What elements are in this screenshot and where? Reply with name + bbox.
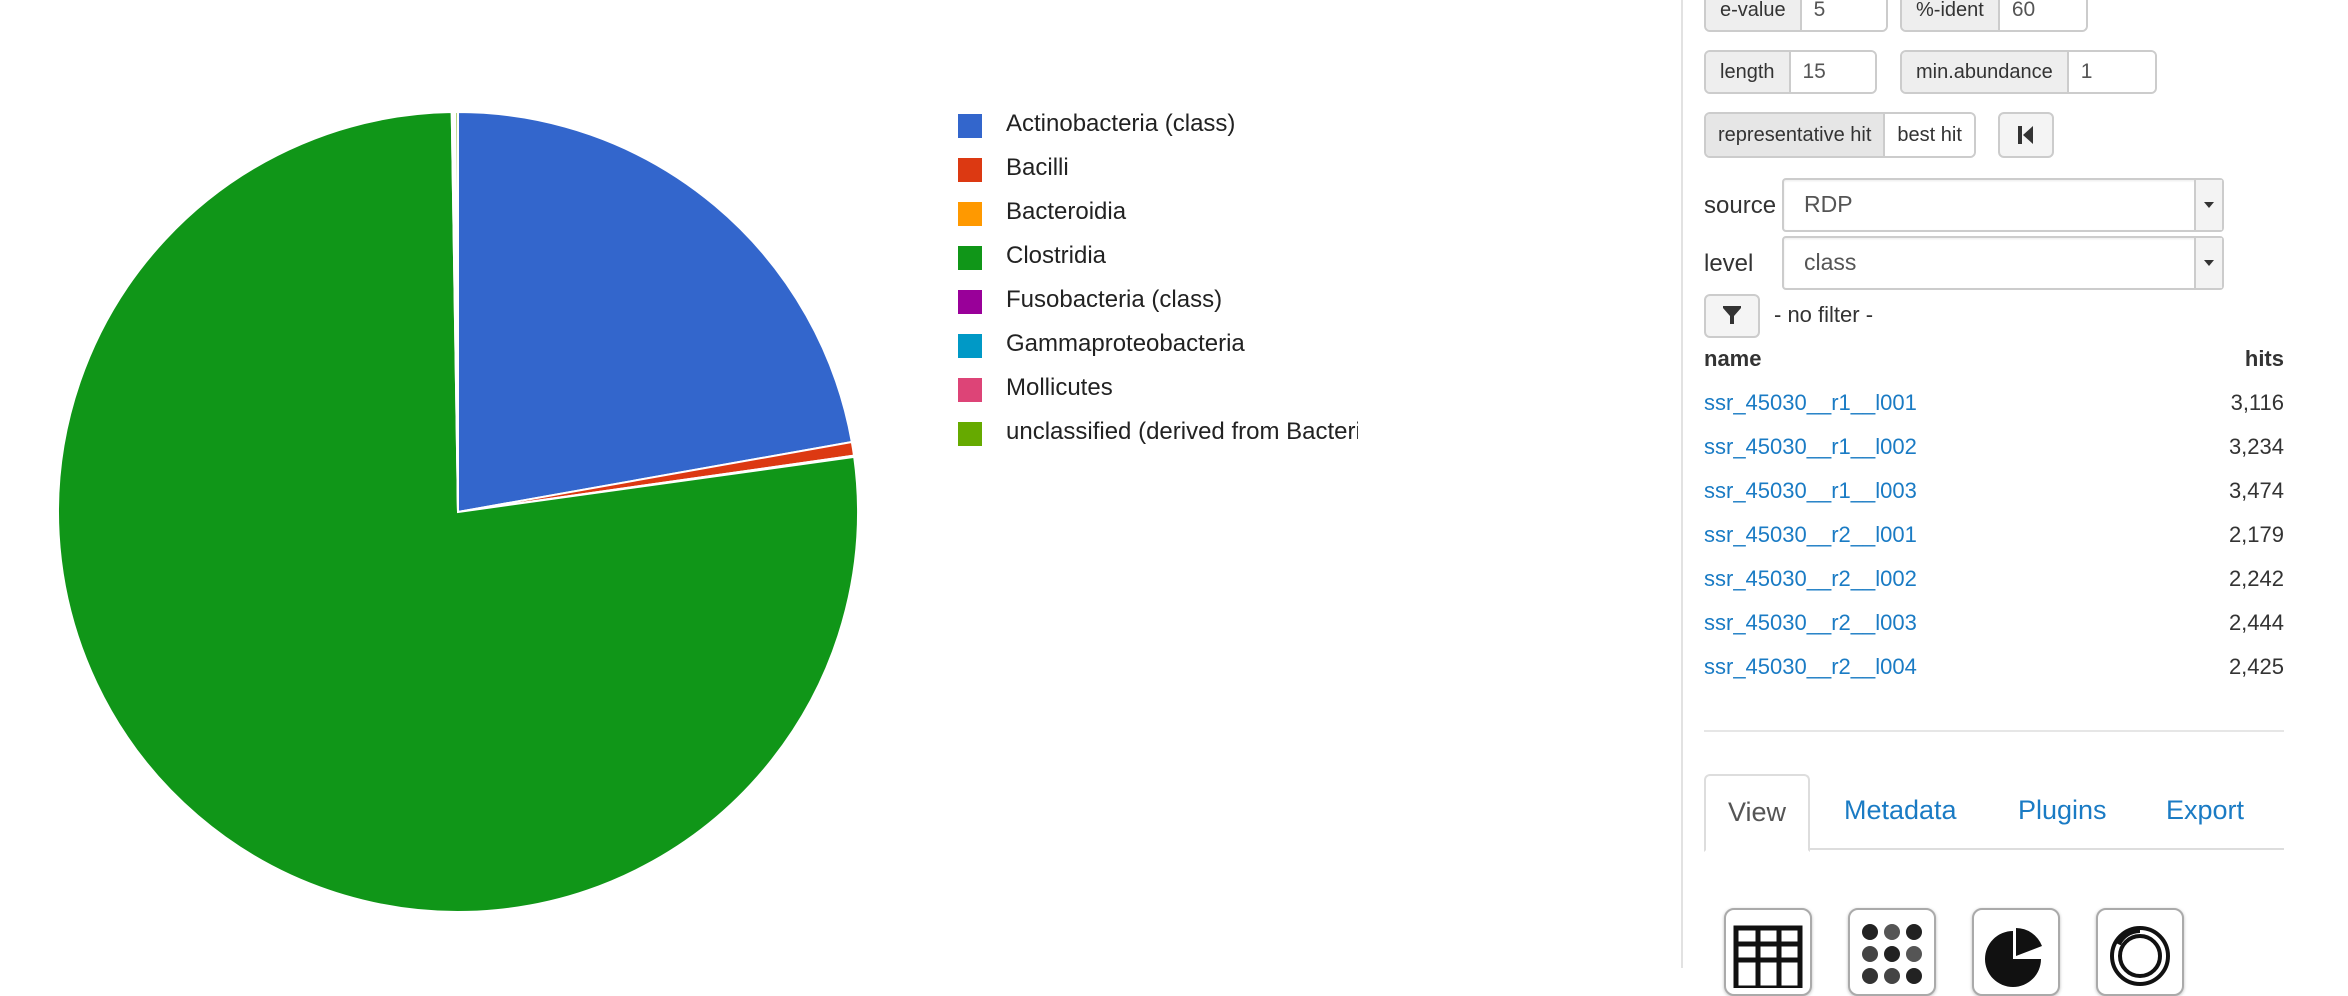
table-row: ssr_45030__r2__l002 2,242 bbox=[1704, 560, 2284, 604]
best-hit-button[interactable]: best hit bbox=[1885, 114, 1974, 156]
legend-swatch bbox=[958, 246, 982, 270]
sample-link[interactable]: ssr_45030__r2__l002 bbox=[1704, 566, 1917, 591]
evalue-input[interactable] bbox=[1801, 0, 1886, 30]
legend-item[interactable]: Gammaproteobacteria bbox=[958, 326, 1358, 370]
panel-divider bbox=[1681, 0, 1683, 968]
heatmap-icon bbox=[1862, 924, 1922, 984]
legend-item[interactable]: unclassified (derived from Bacteri bbox=[958, 414, 1358, 458]
table-view-button[interactable] bbox=[1724, 908, 1812, 996]
length-label: length bbox=[1706, 52, 1791, 92]
pie-slice-7[interactable] bbox=[454, 110, 459, 513]
filter-status: - no filter - bbox=[1774, 302, 1874, 327]
hit-count: 3,116 bbox=[2230, 390, 2284, 415]
level-label: level bbox=[1704, 250, 1754, 277]
table-row: ssr_45030__r2__l001 2,179 bbox=[1704, 516, 2284, 560]
level-value: class bbox=[1804, 249, 1857, 275]
legend-swatch bbox=[958, 378, 982, 402]
sample-list: ssr_45030__r1__l001 3,116 ssr_45030__r1__… bbox=[1704, 384, 2284, 692]
legend-label: unclassified (derived from Bacteri bbox=[1006, 418, 1358, 445]
legend-swatch bbox=[958, 158, 982, 182]
chevron-down-icon bbox=[2194, 238, 2222, 288]
min-abundance-label: min.abundance bbox=[1902, 52, 2069, 92]
level-select[interactable]: class bbox=[1782, 236, 2224, 290]
tab-plugins[interactable]: Plugins bbox=[2018, 795, 2107, 825]
hit-count: 2,179 bbox=[2228, 522, 2284, 547]
sample-link[interactable]: ssr_45030__r1__l001 bbox=[1704, 390, 1917, 415]
pie-chart-view-button[interactable] bbox=[1972, 908, 2060, 996]
legend-swatch bbox=[958, 202, 982, 226]
donut-chart-icon bbox=[2110, 926, 2170, 986]
table-row: ssr_45030__r2__l003 2,444 bbox=[1704, 604, 2284, 648]
pie-chart[interactable] bbox=[0, 0, 1400, 968]
chevron-down-icon bbox=[2194, 180, 2222, 230]
column-header-name[interactable]: name bbox=[1704, 346, 1762, 371]
min-abundance-input[interactable] bbox=[2068, 52, 2155, 92]
legend-item[interactable]: Bacilli bbox=[958, 150, 1358, 194]
chart-legend: Actinobacteria (class) Bacilli Bacteroid… bbox=[958, 106, 1358, 458]
length-field: length bbox=[1704, 50, 1877, 94]
skip-to-start-icon bbox=[2018, 126, 2033, 144]
filter-icon bbox=[1723, 306, 1741, 324]
table-row: ssr_45030__r2__l004 2,425 bbox=[1704, 648, 2284, 692]
legend-item[interactable]: Clostridia bbox=[958, 238, 1358, 282]
table-row: ssr_45030__r1__l001 3,116 bbox=[1704, 384, 2284, 428]
heatmap-view-button[interactable] bbox=[1848, 908, 1936, 996]
pie-slice-0[interactable] bbox=[457, 110, 853, 514]
ident-label: %-ident bbox=[1902, 0, 2000, 30]
sample-link[interactable]: ssr_45030__r1__l003 bbox=[1704, 478, 1917, 503]
tab-export[interactable]: Export bbox=[2166, 795, 2245, 825]
source-label: source bbox=[1704, 192, 1777, 219]
legend-item[interactable]: Mollicutes bbox=[958, 370, 1358, 414]
hit-count: 3,474 bbox=[2228, 478, 2284, 503]
donut-chart-view-button[interactable] bbox=[2096, 908, 2184, 996]
hit-count: 2,242 bbox=[2228, 566, 2284, 591]
hit-count: 2,444 bbox=[2228, 610, 2284, 635]
source-select[interactable]: RDP bbox=[1782, 178, 2224, 232]
legend-label: Fusobacteria (class) bbox=[1006, 286, 1223, 313]
table-icon bbox=[1733, 925, 1803, 988]
legend-label: Bacilli bbox=[1006, 154, 1069, 181]
legend-label: Actinobacteria (class) bbox=[1006, 110, 1236, 137]
tab-metadata[interactable]: Metadata bbox=[1844, 795, 1957, 825]
legend-item[interactable]: Bacteroidia bbox=[958, 194, 1358, 238]
legend-item[interactable]: Actinobacteria (class) bbox=[958, 106, 1358, 150]
pie-chart-area: Actinobacteria (class) Bacilli Bacteroid… bbox=[0, 0, 1400, 968]
sample-link[interactable]: ssr_45030__r2__l003 bbox=[1704, 610, 1917, 635]
evalue-field: e-value bbox=[1704, 0, 1888, 32]
legend-swatch bbox=[958, 290, 982, 314]
table-row: ssr_45030__r1__l002 3,234 bbox=[1704, 428, 2284, 472]
hit-type-toggle: representative hit best hit bbox=[1704, 112, 1976, 158]
legend-swatch bbox=[958, 422, 982, 446]
divider bbox=[1704, 730, 2284, 732]
pie-chart-icon bbox=[1985, 928, 2042, 987]
representative-hit-button[interactable]: representative hit bbox=[1706, 114, 1886, 156]
control-panel: e-value %-ident length min.abundance rep… bbox=[1704, 0, 2288, 996]
min-abundance-field: min.abundance bbox=[1900, 50, 2157, 94]
ident-input[interactable] bbox=[1999, 0, 2086, 30]
table-row: ssr_45030__r1__l003 3,474 bbox=[1704, 472, 2284, 516]
ident-field: %-ident bbox=[1900, 0, 2088, 32]
sample-link[interactable]: ssr_45030__r2__l004 bbox=[1704, 654, 1917, 679]
legend-label: Gammaproteobacteria bbox=[1006, 330, 1245, 357]
tab-bar: View Metadata Plugins Export bbox=[1704, 774, 2284, 852]
filter-button[interactable] bbox=[1704, 294, 1760, 338]
hit-count: 3,234 bbox=[2228, 434, 2284, 459]
sample-link[interactable]: ssr_45030__r1__l002 bbox=[1704, 434, 1917, 459]
legend-label: Bacteroidia bbox=[1006, 198, 1127, 225]
evalue-label: e-value bbox=[1706, 0, 1802, 30]
length-input[interactable] bbox=[1790, 52, 1875, 92]
tab-view[interactable]: View bbox=[1704, 774, 1811, 852]
legend-swatch bbox=[958, 334, 982, 358]
legend-label: Mollicutes bbox=[1006, 374, 1113, 401]
legend-label: Clostridia bbox=[1006, 242, 1107, 269]
sample-link[interactable]: ssr_45030__r2__l001 bbox=[1704, 522, 1917, 547]
column-header-hits[interactable]: hits bbox=[2244, 346, 2284, 371]
legend-swatch bbox=[958, 114, 982, 138]
first-page-button[interactable] bbox=[1998, 112, 2054, 158]
source-value: RDP bbox=[1804, 191, 1853, 217]
hit-count: 2,425 bbox=[2228, 654, 2284, 679]
legend-item[interactable]: Fusobacteria (class) bbox=[958, 282, 1358, 326]
